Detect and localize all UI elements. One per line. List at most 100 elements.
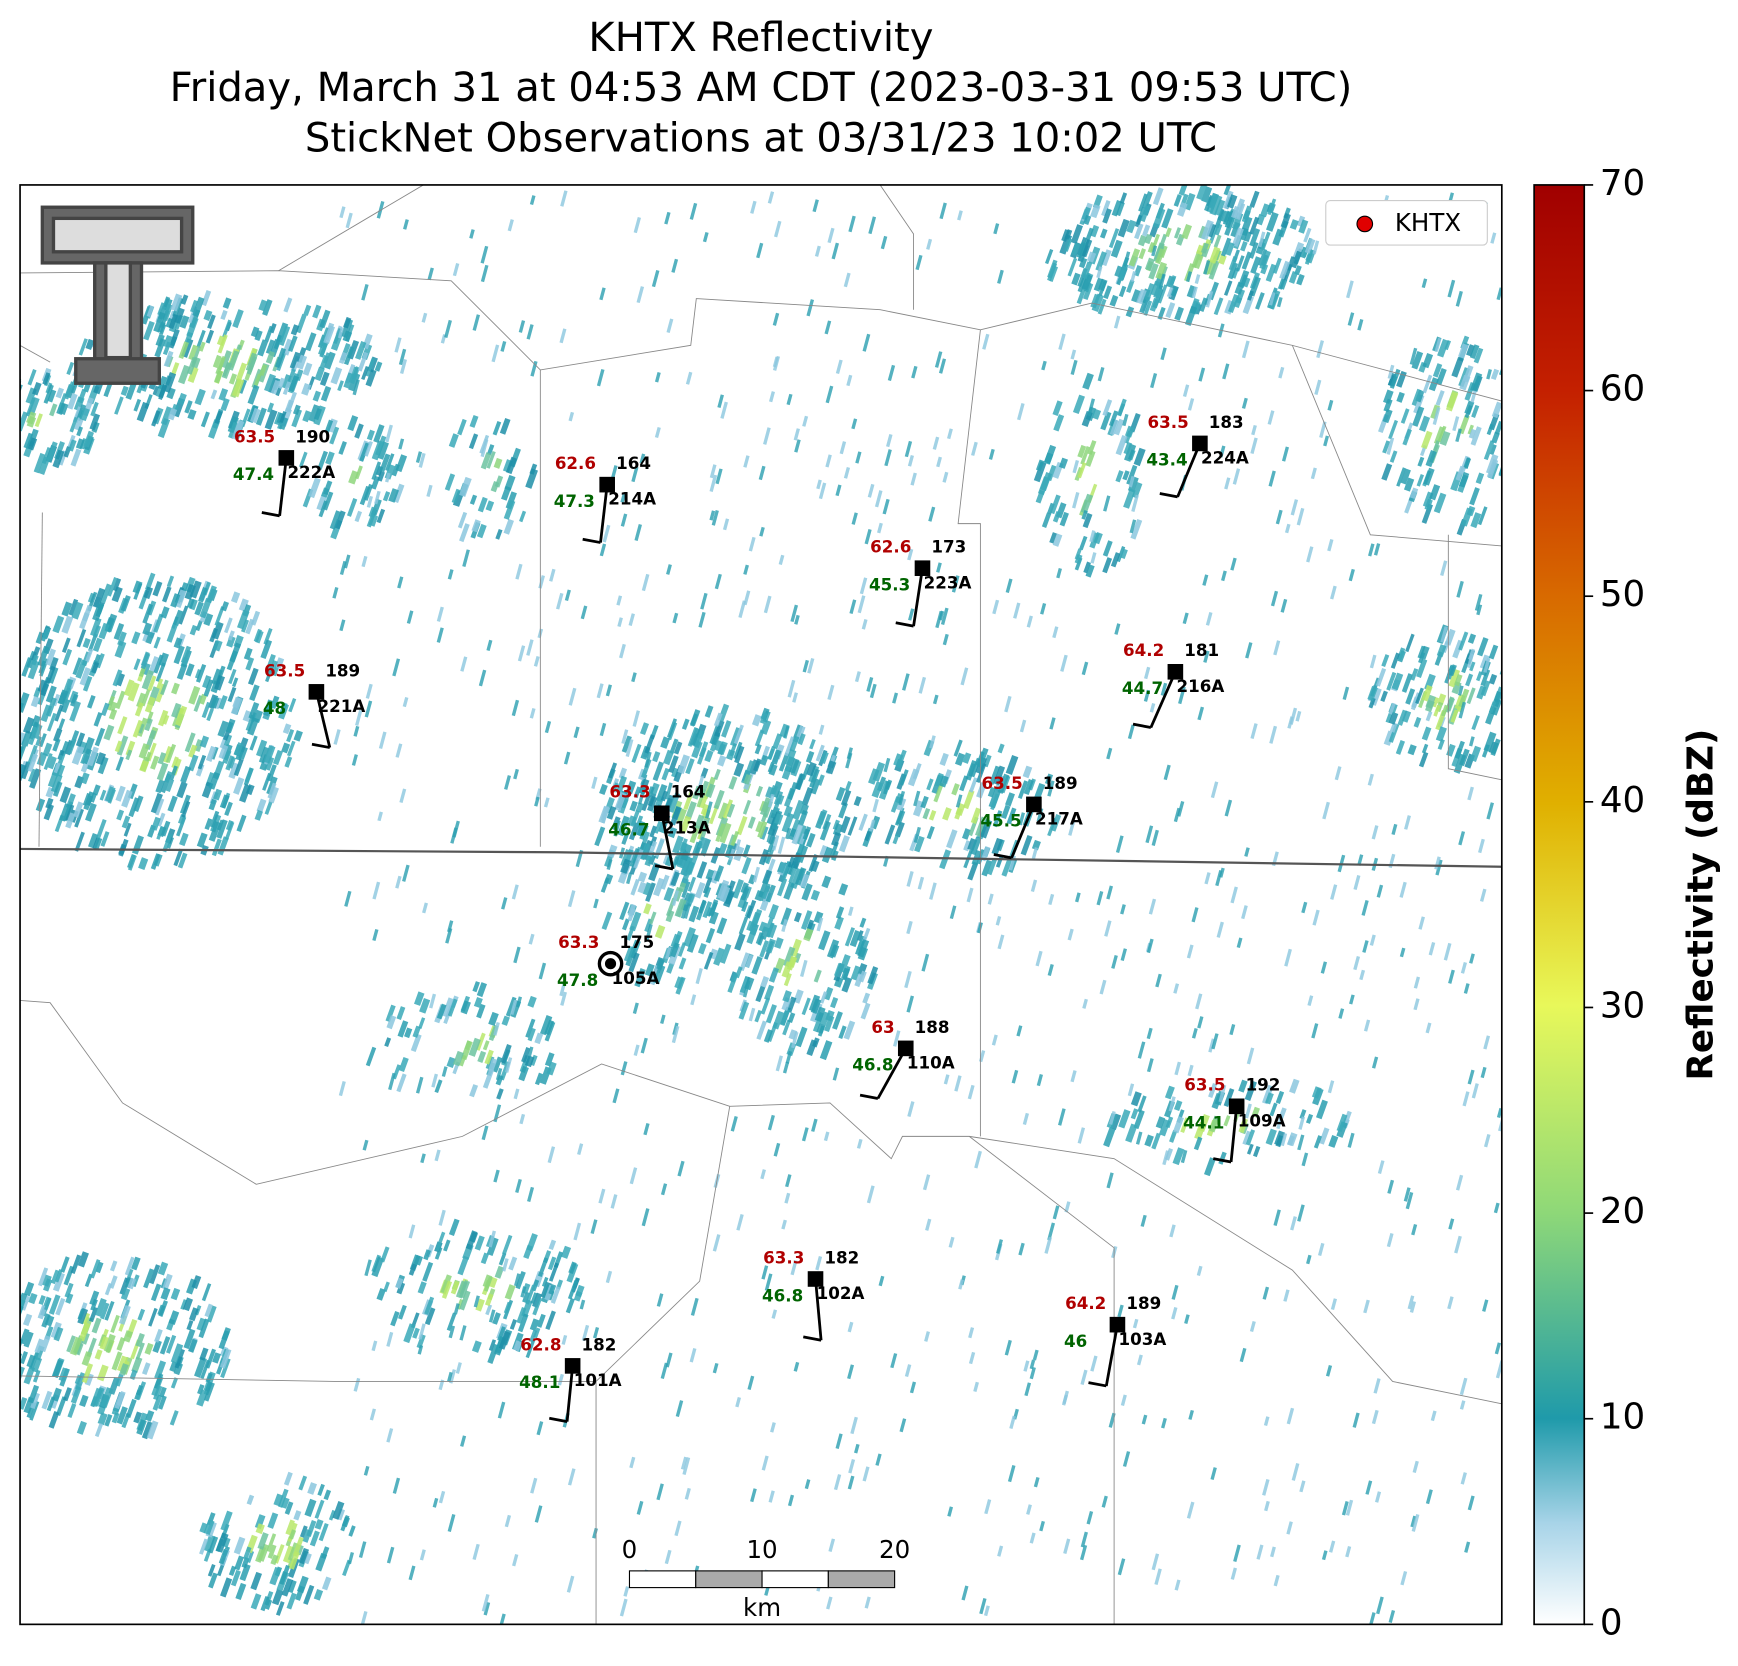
echo [1231,1568,1237,1580]
echo [473,314,480,331]
echo [893,834,900,845]
echo [1183,384,1189,397]
echo [1032,847,1038,859]
echo [348,1552,354,1564]
echo [848,1459,855,1474]
echo [1515,706,1523,718]
echo [1468,1070,1475,1085]
echo [234,1537,246,1555]
echo [482,1125,489,1140]
echo [1500,661,1508,676]
echo [1147,1028,1153,1039]
echo [1477,637,1488,656]
echo [1087,1511,1094,1524]
echo [6,384,14,397]
echo [513,947,520,964]
dewpoint: 47.8 [557,970,598,990]
echo [1468,1496,1475,1511]
echo [284,1472,293,1486]
echo [1250,437,1257,453]
wind-barb-flag [583,539,601,542]
echo [499,1614,506,1628]
echo [3,1291,14,1308]
echo [761,997,770,1014]
echo [539,963,546,980]
echo [195,389,206,406]
echo [1063,1538,1070,1553]
echo [751,956,762,975]
echo [158,1262,168,1276]
echo [943,634,949,645]
echo [600,723,607,736]
echo [1075,892,1081,902]
echo [1470,746,1481,762]
echo [1039,1521,1045,1531]
echo [117,716,127,734]
echo [1492,402,1503,419]
echo [631,672,637,682]
echo [178,365,190,384]
echo [179,833,189,846]
echo [1053,1205,1060,1219]
pressure: 190 [295,426,330,446]
echo [838,883,848,895]
scale-segment [762,1571,828,1588]
echo [1405,634,1414,652]
echo [459,1325,466,1341]
echo [594,826,605,846]
echo [607,844,617,857]
echo [518,645,525,661]
echo [854,1444,860,1454]
echo [785,1174,791,1187]
echo [1348,312,1355,326]
echo [848,906,854,916]
echo [1370,655,1377,669]
echo [347,415,358,431]
echo [836,906,844,919]
echo [577,1143,583,1155]
title-line: Friday, March 31 at 04:53 AM CDT (2023-0… [170,65,1353,111]
echo [396,1006,405,1020]
echo [1511,686,1519,697]
echo [1452,416,1459,431]
echo [1020,720,1026,733]
echo [809,739,816,749]
echo [919,677,927,694]
echo [743,565,749,575]
echo [1321,961,1327,973]
echo [906,921,913,934]
echo [603,525,611,543]
echo [1217,922,1224,938]
echo [704,952,713,970]
echo [752,714,762,726]
echo [1414,717,1422,728]
echo [5,1294,14,1310]
title-line: StickNet Observations at 03/31/23 10:02 … [305,115,1217,161]
echo [933,437,940,450]
echo [232,309,243,328]
echo [1151,1133,1161,1150]
echo [133,399,141,412]
echo [44,804,54,820]
echo [1389,1610,1395,1623]
echo [697,861,708,879]
echo [219,1330,230,1349]
echo [366,684,373,699]
echo [1137,1354,1143,1365]
echo [469,1084,478,1097]
colorbar-ramp [1534,185,1584,1624]
echo [1402,429,1412,446]
echo [1251,425,1257,435]
echo [1103,495,1110,511]
echo [630,879,639,896]
echo [928,507,935,522]
echo [1421,431,1433,449]
echo [872,799,879,812]
echo [437,627,444,642]
echo [1456,291,1463,307]
echo [1125,426,1135,438]
echo [949,1237,955,1248]
